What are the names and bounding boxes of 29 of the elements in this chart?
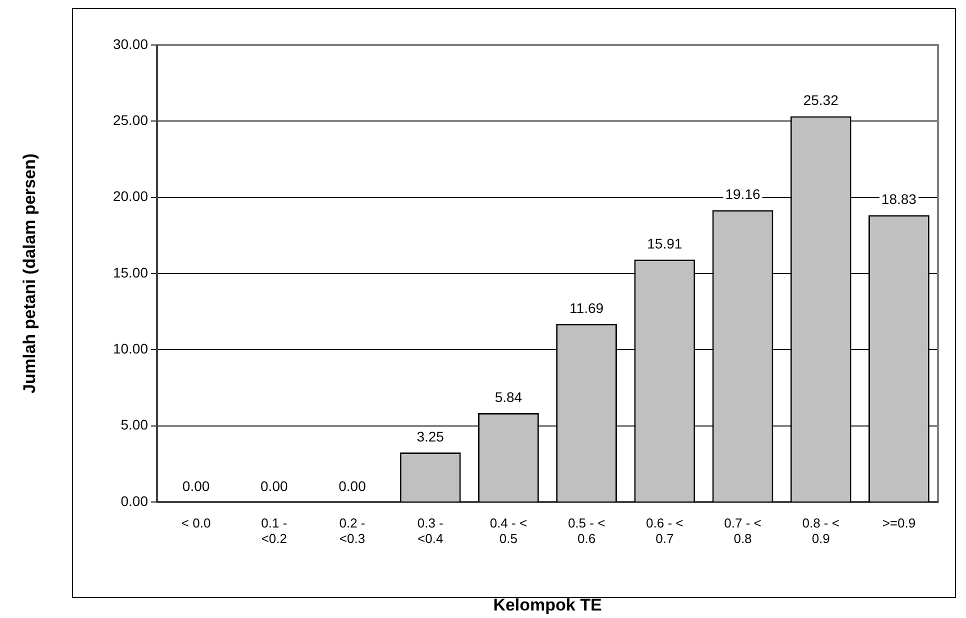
y-tick-label: 5.00 — [120, 416, 148, 433]
x-tick-label: < 0.0 — [181, 515, 211, 530]
x-tick-label: 0.1 - <0.2 — [261, 515, 288, 546]
x-tick-label: 0.5 - < 0.6 — [568, 515, 606, 546]
data-label: 3.25 — [416, 428, 444, 444]
data-label: 25.32 — [803, 92, 839, 108]
data-label: 0.00 — [182, 478, 210, 494]
x-tick-label: 0.7 - < 0.8 — [724, 515, 762, 546]
y-tick-label: 25.00 — [112, 112, 148, 128]
data-label: 0.00 — [260, 478, 288, 494]
data-label: 0.00 — [338, 478, 366, 494]
x-tick-label: 0.6 - < 0.7 — [646, 515, 684, 546]
x-tick-label: 0.4 - < 0.5 — [490, 515, 528, 546]
data-label: 11.69 — [570, 300, 604, 316]
x-tick-label: 0.8 - < 0.9 — [802, 515, 840, 546]
data-label: 15.91 — [647, 235, 682, 252]
y-tick-label: 30.00 — [112, 36, 148, 52]
data-label: 19.16 — [725, 186, 760, 202]
x-tick-label: 0.3 - <0.4 — [417, 515, 444, 546]
y-tick-label: 0.00 — [120, 492, 148, 509]
data-label: 5.84 — [494, 388, 522, 405]
y-axis-title: Jumlah petani (dalam persen) — [20, 154, 39, 394]
y-tick-label: 15.00 — [112, 264, 148, 280]
y-tick-label: 10.00 — [112, 340, 148, 357]
data-label: 18.83 — [881, 191, 917, 208]
x-axis-title: Kelompok TE — [493, 595, 602, 614]
y-tick-label: 20.00 — [112, 188, 148, 204]
x-tick-label: >=0.9 — [882, 515, 916, 530]
x-tick-label: 0.2 - <0.3 — [339, 515, 366, 546]
